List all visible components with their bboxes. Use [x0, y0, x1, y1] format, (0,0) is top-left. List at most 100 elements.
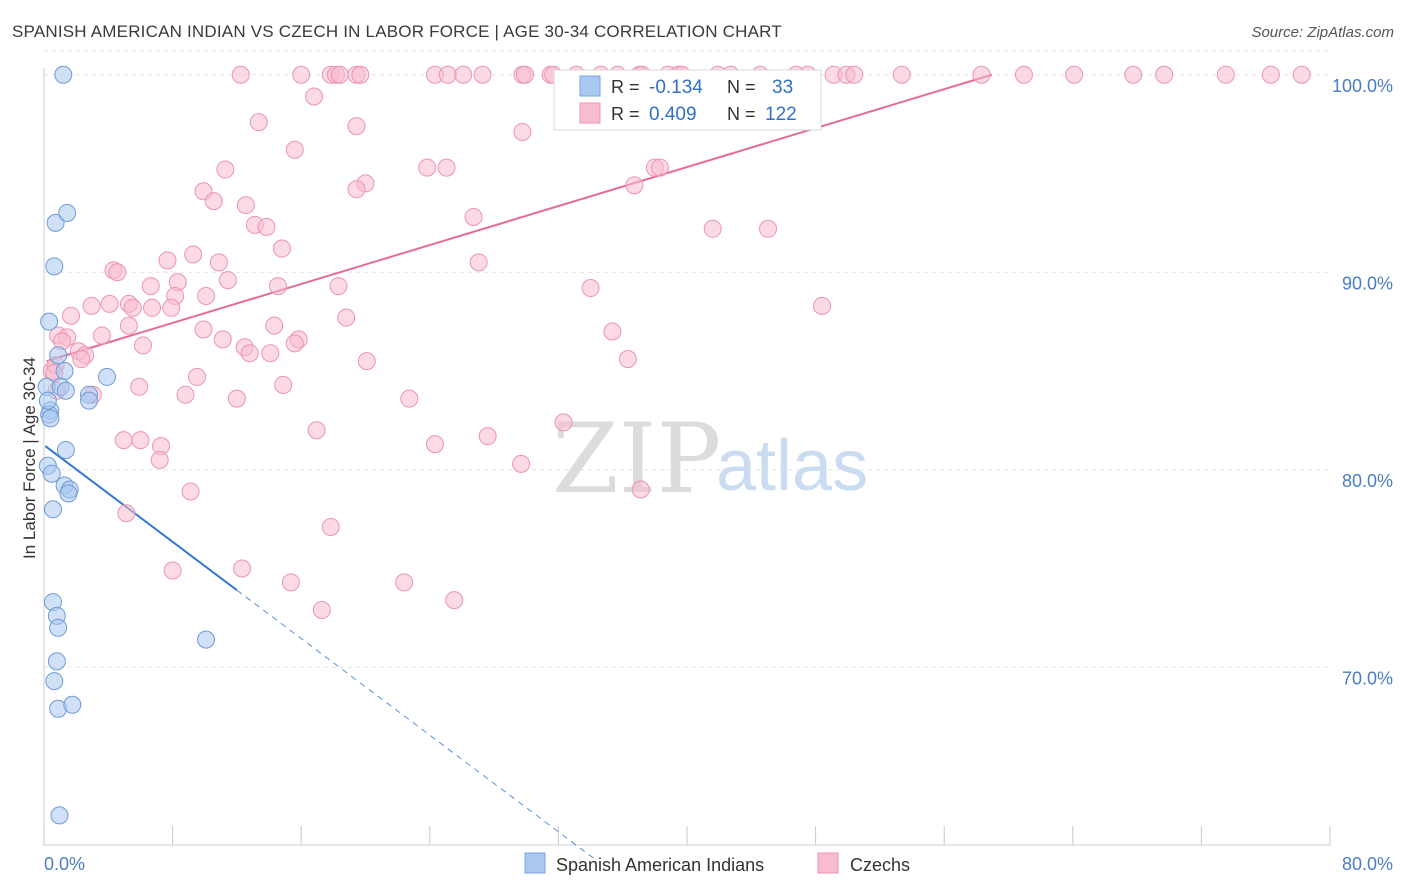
point-czech [1292, 65, 1311, 84]
point-czech [194, 320, 213, 339]
legend-label-spanish: Spanish American Indians [556, 855, 764, 875]
point-czech [845, 65, 864, 84]
point-czech [163, 561, 182, 580]
point-czech [337, 308, 356, 327]
point-czech [269, 277, 288, 296]
point-spanish-american-indian [46, 213, 65, 232]
point-czech [227, 389, 246, 408]
point-spanish-american-indian [56, 441, 75, 459]
point-czech [603, 322, 622, 341]
point-spanish-american-indian [49, 618, 68, 637]
point-czech [119, 316, 138, 335]
point-spanish-american-indian [45, 257, 64, 276]
point-czech [581, 279, 600, 298]
point-spanish-american-indian [63, 695, 82, 714]
point-czech [347, 180, 366, 199]
point-spanish-american-indian [56, 381, 75, 400]
point-czech [347, 117, 366, 136]
point-czech [274, 375, 293, 394]
stats-n-value-2: 122 [765, 104, 797, 125]
point-czech [231, 65, 250, 84]
point-spanish-american-indian [59, 484, 78, 503]
point-spanish-american-indian [45, 672, 64, 691]
point-czech [515, 65, 534, 84]
trend-line-1 [46, 73, 993, 363]
point-spanish-american-indian [47, 652, 66, 671]
x-tick-label: 80.0% [1342, 854, 1393, 874]
trend-lines [44, 73, 993, 862]
legend-label-czechs: Czechs [850, 855, 910, 875]
series-legend: Spanish American Indians Czechs [524, 852, 910, 875]
stats-swatch-spanish [579, 75, 601, 97]
point-czech [892, 65, 911, 84]
point-czech [307, 421, 326, 440]
point-czech [454, 65, 473, 84]
point-spanish-american-indian [40, 312, 59, 331]
point-spanish-american-indian [44, 500, 63, 519]
stats-r-label-1: R = [611, 77, 640, 97]
chart-source: Source: ZipAtlas.com [1251, 24, 1394, 41]
point-czech [188, 367, 207, 386]
point-czech [292, 65, 311, 84]
point-czech [236, 196, 255, 215]
point-czech [265, 316, 284, 335]
watermark: ZIP atlas [552, 403, 868, 515]
trend-line-0 [44, 445, 238, 592]
axes [43, 68, 1331, 846]
point-czech [117, 504, 136, 523]
point-czech [150, 450, 169, 469]
point-czech [1155, 65, 1174, 84]
point-czech [400, 389, 419, 408]
point-czech [134, 336, 153, 355]
point-czech [330, 65, 349, 84]
point-czech [158, 251, 177, 270]
point-czech [108, 263, 127, 282]
point-czech [351, 65, 370, 84]
y-tick-label: 70.0% [1342, 668, 1393, 688]
stats-r-value-2: 0.409 [649, 104, 697, 125]
watermark-atlas: atlas [716, 426, 868, 506]
point-czech [1065, 65, 1084, 84]
point-czech [1261, 65, 1280, 84]
point-spanish-american-indian [54, 65, 73, 84]
point-czech [285, 140, 304, 159]
point-czech [197, 286, 216, 305]
point-czech [972, 65, 991, 84]
point-spanish-american-indian [58, 204, 77, 222]
point-czech [233, 559, 252, 578]
stats-n-label-1: N = [727, 77, 756, 97]
point-czech [418, 158, 437, 177]
point-spanish-american-indian [38, 391, 57, 410]
point-czech [357, 352, 376, 371]
legend-swatch-czechs [817, 852, 839, 874]
point-czech [184, 245, 203, 264]
point-spanish-american-indian [80, 391, 99, 410]
trend-line-extension-0 [236, 589, 598, 862]
stats-swatch-czechs [579, 102, 601, 124]
point-czech [305, 87, 324, 106]
point-czech [62, 306, 81, 325]
point-czech [82, 296, 101, 315]
point-czech [261, 344, 280, 363]
chart-title: SPANISH AMERICAN INDIAN VS CZECH IN LABO… [12, 22, 782, 41]
point-czech [114, 431, 133, 450]
point-czech [1014, 65, 1033, 84]
point-spanish-american-indian [49, 346, 68, 365]
point-czech [437, 158, 456, 177]
legend-swatch-spanish [524, 852, 546, 874]
point-czech [216, 160, 235, 179]
point-spanish-american-indian [41, 409, 60, 428]
point-czech [478, 427, 497, 446]
point-czech [321, 518, 340, 537]
point-czech [131, 431, 150, 450]
point-czech [249, 113, 268, 132]
point-czech [181, 482, 200, 501]
point-czech [130, 377, 149, 396]
point-czech [513, 123, 532, 142]
point-czech [100, 294, 119, 313]
point-czech [72, 350, 91, 369]
point-czech [1124, 65, 1143, 84]
x-tick-label: 0.0% [44, 854, 85, 874]
point-czech [512, 454, 531, 473]
point-czech [312, 600, 331, 619]
